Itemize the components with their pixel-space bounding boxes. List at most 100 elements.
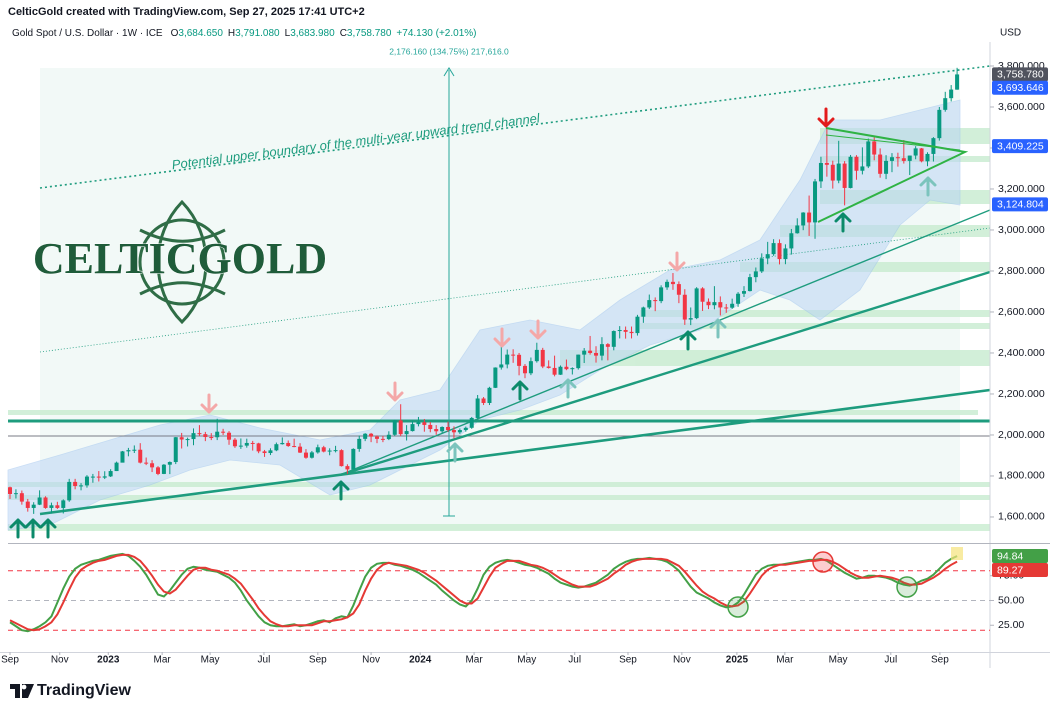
candle-body [298, 446, 303, 453]
candle-body [126, 450, 131, 452]
ohlc-key: H [228, 28, 235, 39]
candle-body [747, 277, 752, 292]
candle-body [623, 330, 628, 332]
candle-body [540, 349, 545, 367]
oscillator [8, 552, 990, 633]
ohlc-value: 3,684.650 [178, 28, 223, 39]
candle-body [783, 248, 788, 260]
candle-body [706, 301, 711, 306]
candle-body [333, 450, 338, 452]
x-tick-label: Jul [258, 655, 271, 666]
candle-body [280, 442, 285, 445]
candle-body [884, 160, 889, 174]
candle-body [475, 398, 480, 418]
candle-body [647, 300, 652, 308]
candle-body [813, 181, 818, 223]
candle-body [617, 330, 622, 332]
candle-body [860, 166, 865, 171]
candle-body [795, 225, 800, 234]
trend-line [39, 388, 991, 516]
candle-body [292, 446, 297, 448]
candle-body [120, 451, 125, 463]
knot-loop [139, 228, 226, 296]
x-tick-label: Sep [1, 655, 19, 666]
candle-body [517, 354, 522, 366]
candle-body [108, 471, 113, 477]
candle-body [90, 476, 95, 478]
zone [8, 495, 990, 500]
symbol-line: Gold Spot / U.S. Dollar · 1W · ICE O3,684… [12, 28, 476, 39]
candle-body [753, 271, 758, 278]
candle-body [907, 155, 912, 161]
candle-body [303, 452, 308, 458]
candle-body [37, 497, 42, 505]
candle-body [724, 307, 729, 309]
price-tag-label: 3,693.646 [997, 82, 1044, 94]
candle-body [848, 156, 853, 188]
candle-body [262, 451, 267, 454]
candle-body [232, 439, 237, 447]
y-tick-label: 2,800.000 [998, 265, 1045, 277]
x-tick-label: May [201, 655, 220, 666]
candle-body [167, 462, 172, 465]
candle-body [416, 422, 421, 425]
price-tag-label: 94.84 [997, 550, 1023, 562]
x-tick-label: May [829, 655, 848, 666]
candle-body [197, 433, 202, 435]
x-tick-label: Sep [931, 655, 949, 666]
candle-body [132, 449, 137, 451]
candle-body [155, 467, 160, 474]
candle-body [558, 366, 563, 375]
candle-body [771, 243, 776, 255]
candle-body [759, 258, 764, 272]
candle-body [925, 153, 930, 162]
triangle-inner [825, 134, 961, 151]
candle-body [410, 424, 415, 432]
x-tick-label: May [517, 655, 536, 666]
candle-body [481, 398, 486, 403]
candle-body [659, 287, 664, 302]
highlight-circle [896, 576, 918, 598]
x-tick-label: Nov [362, 655, 380, 666]
x-tick-label: Sep [309, 655, 327, 666]
candle-body [422, 422, 427, 425]
candle-body [493, 367, 498, 388]
trend-line [339, 270, 991, 477]
knot [138, 199, 226, 325]
candle-body [830, 164, 835, 181]
x-tick-label: 2024 [409, 655, 432, 666]
highlight-box [951, 547, 963, 560]
candle-body [179, 437, 184, 440]
y-tick-label: 50.00 [998, 594, 1024, 606]
candle-body [955, 74, 960, 90]
candle-body [605, 344, 610, 347]
x-tick-label: Mar [154, 655, 172, 666]
candle-body [505, 354, 510, 365]
candle-body [339, 450, 344, 467]
x-tick-label: 2023 [97, 655, 120, 666]
brand-icon-dot [21, 684, 27, 690]
knot-ring [138, 218, 226, 306]
price-tag [992, 549, 1048, 564]
zone [8, 524, 990, 531]
candle-body [274, 444, 279, 451]
y-tick-label: 25.00 [998, 619, 1024, 631]
candle-body [268, 450, 273, 454]
candle-body [594, 352, 599, 356]
candle-body [866, 141, 871, 167]
candle-body [736, 293, 741, 304]
candle-body [564, 366, 569, 370]
candle-body [13, 493, 18, 495]
candle-body [345, 466, 350, 470]
candle-body [913, 148, 918, 156]
candle-body [824, 162, 829, 165]
x-tick-label: 2025 [726, 655, 749, 666]
candle-body [357, 438, 362, 449]
candle-body [741, 291, 746, 294]
x-tick-label: Sep [619, 655, 637, 666]
candle-body [487, 387, 492, 403]
candle-body [682, 294, 687, 320]
candle-body [522, 365, 527, 374]
candle-body [889, 157, 894, 161]
